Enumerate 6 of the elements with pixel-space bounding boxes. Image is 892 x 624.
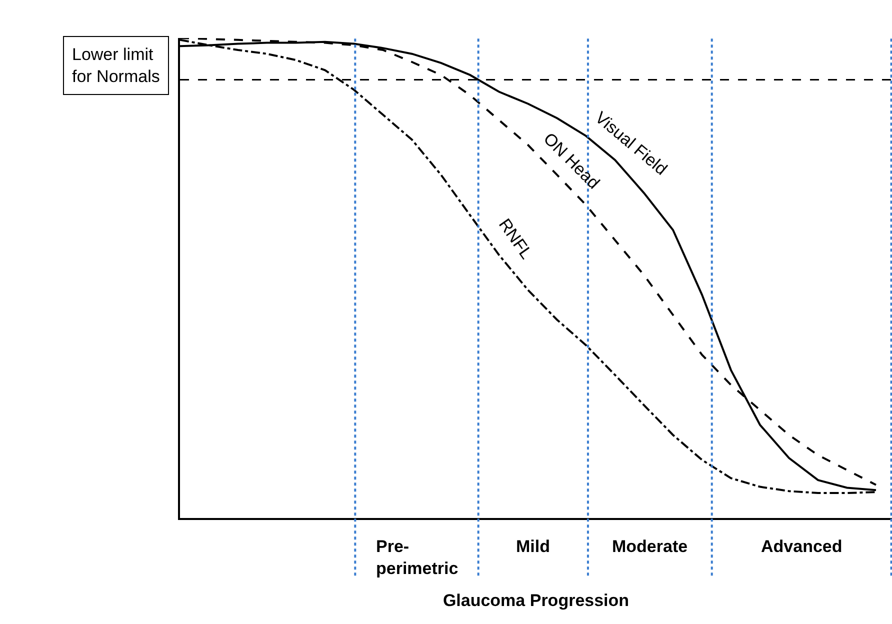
text: Moderate xyxy=(612,537,688,556)
x-axis-title: Glaucoma Progression xyxy=(442,590,630,610)
text: Pre- perimetric xyxy=(376,537,458,578)
text: Mild xyxy=(516,537,550,556)
ref-line-label: Lower limit for Normals xyxy=(72,45,160,86)
text: Advanced xyxy=(761,537,842,556)
